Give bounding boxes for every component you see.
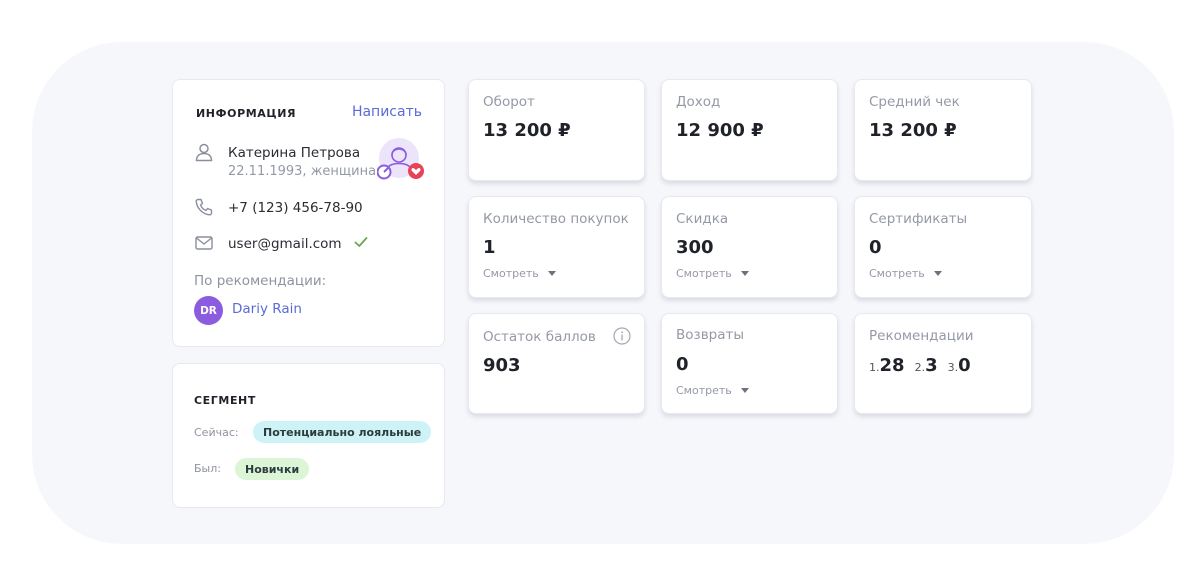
segment-now-badge: Потенциально лояльные	[253, 421, 432, 443]
recommender-avatar: DR	[194, 296, 223, 325]
stat-label: Остаток баллов	[483, 329, 596, 345]
stat-card-income: Доход 12 900 ₽	[661, 79, 838, 181]
stat-card-points: Остаток баллов 903	[468, 313, 645, 414]
stat-value: 13 200 ₽	[483, 120, 571, 141]
rec-level-number: 1.	[869, 361, 880, 374]
stat-label: Сертификаты	[869, 211, 968, 227]
segment-now-label: Сейчас:	[194, 426, 239, 439]
recommender-name-link[interactable]: Dariy Rain	[232, 301, 302, 317]
user-icon	[195, 143, 213, 162]
segment-was-label: Был:	[194, 462, 221, 475]
stat-card-returns: Возвраты 0 Смотреть	[661, 313, 838, 414]
phone-icon	[195, 198, 213, 216]
stat-card-discount: Скидка 300 Смотреть	[661, 196, 838, 298]
check-icon	[354, 237, 368, 247]
view-purchases-dropdown[interactable]: Смотреть	[483, 267, 556, 280]
rec-level-value: 28	[879, 355, 905, 376]
customer-email: user@gmail.com	[228, 236, 342, 252]
rec-level-number: 2.	[914, 361, 926, 374]
stat-value: 0	[869, 237, 882, 258]
view-returns-dropdown[interactable]: Смотреть	[676, 384, 749, 397]
stat-value: 1	[483, 237, 496, 258]
rec-level-value: 0	[958, 355, 971, 376]
view-link-label: Смотреть	[483, 267, 539, 280]
stat-card-turnover: Оборот 13 200 ₽	[468, 79, 645, 181]
view-certificates-dropdown[interactable]: Смотреть	[869, 267, 942, 280]
rec-level-value: 3	[925, 355, 938, 376]
stat-card-avg-check: Средний чек 13 200 ₽	[854, 79, 1032, 181]
caret-down-icon	[740, 271, 749, 276]
rec-level-number: 3.	[947, 361, 959, 374]
stat-label: Доход	[676, 94, 721, 110]
segment-was-badge: Новички	[235, 458, 310, 480]
segment-title: СЕГМЕНТ	[194, 394, 256, 407]
persona-badge-icon	[377, 138, 424, 180]
info-title: ИНФОРМАЦИЯ	[196, 107, 297, 120]
stat-value: 0	[676, 354, 689, 375]
caret-down-icon	[933, 271, 942, 276]
view-link-label: Смотреть	[869, 267, 925, 280]
customer-name: Катерина Петрова	[228, 145, 361, 161]
stat-label: Рекомендации	[869, 328, 974, 344]
stat-value: 12 900 ₽	[676, 120, 764, 141]
stat-card-recommendations: Рекомендации 1. 28 2. 3 3. 0	[854, 313, 1032, 414]
stat-card-purchases: Количество покупок 1 Смотреть	[468, 196, 645, 298]
view-discount-dropdown[interactable]: Смотреть	[676, 267, 749, 280]
customer-info-card: ИНФОРМАЦИЯ Написать Катерина Петрова 22.…	[172, 79, 445, 347]
caret-down-icon	[547, 271, 556, 276]
stat-label: Возвраты	[676, 327, 745, 343]
customer-phone: +7 (123) 456-78-90	[228, 200, 363, 216]
stat-value: 903	[483, 355, 521, 376]
info-icon[interactable]	[613, 327, 631, 345]
customer-details: 22.11.1993, женщина	[228, 164, 377, 179]
stat-label: Количество покупок	[483, 211, 629, 227]
segment-card: СЕГМЕНТ Сейчас: Потенциально лояльные Бы…	[172, 363, 445, 508]
stat-label: Оборот	[483, 94, 535, 110]
stat-card-certificates: Сертификаты 0 Смотреть	[854, 196, 1032, 298]
stat-value: 13 200 ₽	[869, 120, 957, 141]
view-link-label: Смотреть	[676, 267, 732, 280]
mail-icon	[195, 236, 213, 250]
view-link-label: Смотреть	[676, 384, 732, 397]
stat-label: Скидка	[676, 211, 729, 227]
write-link[interactable]: Написать	[351, 104, 422, 120]
recommendation-levels: 1. 28 2. 3 3. 0	[869, 355, 981, 376]
caret-down-icon	[740, 388, 749, 393]
stat-value: 300	[676, 237, 714, 258]
stat-label: Средний чек	[869, 94, 960, 110]
recommended-by-label: По рекомендации:	[194, 273, 327, 289]
